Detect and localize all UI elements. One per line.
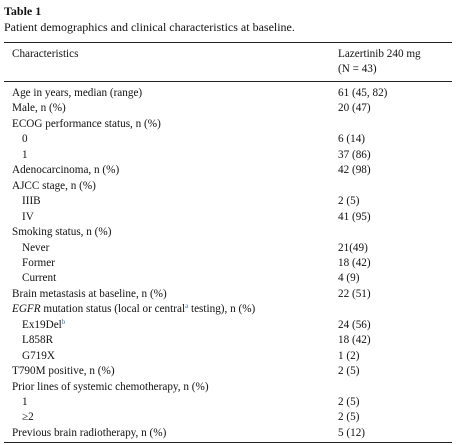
row-value: 6 (14)	[338, 133, 366, 146]
row-value: 21(49)	[338, 241, 368, 254]
row-label: Ex19Delb	[22, 318, 65, 332]
row-label: Smoking status, n (%)	[12, 226, 112, 239]
row-value: 22 (51)	[338, 287, 371, 300]
column-header: Characteristics	[12, 48, 79, 60]
footnote-mark: a	[185, 302, 189, 311]
row-label: Male, n (%)	[12, 102, 66, 115]
footnote-mark: b	[61, 317, 66, 326]
label-part: testing), n (%)	[188, 303, 256, 316]
row-label: T790M positive, n (%)	[12, 365, 115, 378]
row-label: EGFR mutation status (local or centrala …	[12, 302, 255, 316]
row-label: Brain metastasis at baseline, n (%)	[12, 287, 167, 300]
column-header: (N = 43)	[338, 63, 377, 75]
row-value: 2 (5)	[338, 195, 360, 208]
row-label: Adenocarcinoma, n (%)	[12, 164, 120, 177]
row-label: 1	[22, 396, 28, 408]
row-value: 61 (45, 82)	[338, 87, 388, 99]
row-label: 0	[22, 133, 28, 146]
row-label: IV	[22, 210, 34, 223]
row-value: 5 (12)	[338, 426, 366, 439]
table-caption: Patient demographics and clinical charac…	[4, 20, 295, 34]
row-label: AJCC stage, n (%)	[12, 179, 96, 192]
row-label: Current	[22, 272, 57, 285]
column-header: Lazertinib 240 mg	[338, 48, 421, 60]
row-label: L858R	[22, 334, 54, 347]
bottom-rule	[4, 442, 452, 443]
row-label: Never	[22, 241, 50, 254]
row-value: 24 (56)	[338, 318, 371, 331]
row-label: Previous brain radiotherapy, n (%)	[12, 426, 167, 439]
row-value: 2 (5)	[338, 396, 360, 408]
row-label: Age in years, median (range)	[12, 87, 143, 99]
row-label: 1	[22, 148, 28, 161]
row-label: ≥2	[22, 411, 34, 424]
row-value: 18 (42)	[338, 334, 371, 347]
row-value: 20 (47)	[338, 102, 371, 115]
label-part: EGFR	[12, 303, 41, 316]
row-label: Prior lines of systemic chemotherapy, n …	[12, 380, 209, 393]
row-label: Former	[22, 256, 55, 269]
row-value: 2 (5)	[338, 411, 360, 424]
row-value: 42 (98)	[338, 164, 371, 177]
row-label: G719X	[22, 349, 55, 362]
label-part: Ex19Del	[22, 318, 62, 331]
row-value: 41 (95)	[338, 210, 371, 223]
row-value: 1 (2)	[338, 349, 360, 362]
row-label: ECOG performance status, n (%)	[12, 117, 161, 130]
row-value: 18 (42)	[338, 256, 371, 269]
row-value: 37 (86)	[338, 148, 371, 161]
row-value: 2 (5)	[338, 365, 360, 378]
row-label: IIIB	[22, 195, 41, 208]
row-value: 4 (9)	[338, 272, 360, 285]
top-rule	[4, 42, 452, 43]
label-part: mutation status (local or central	[40, 303, 186, 316]
header-rule	[4, 81, 452, 82]
table-label: Table 1	[4, 4, 42, 18]
